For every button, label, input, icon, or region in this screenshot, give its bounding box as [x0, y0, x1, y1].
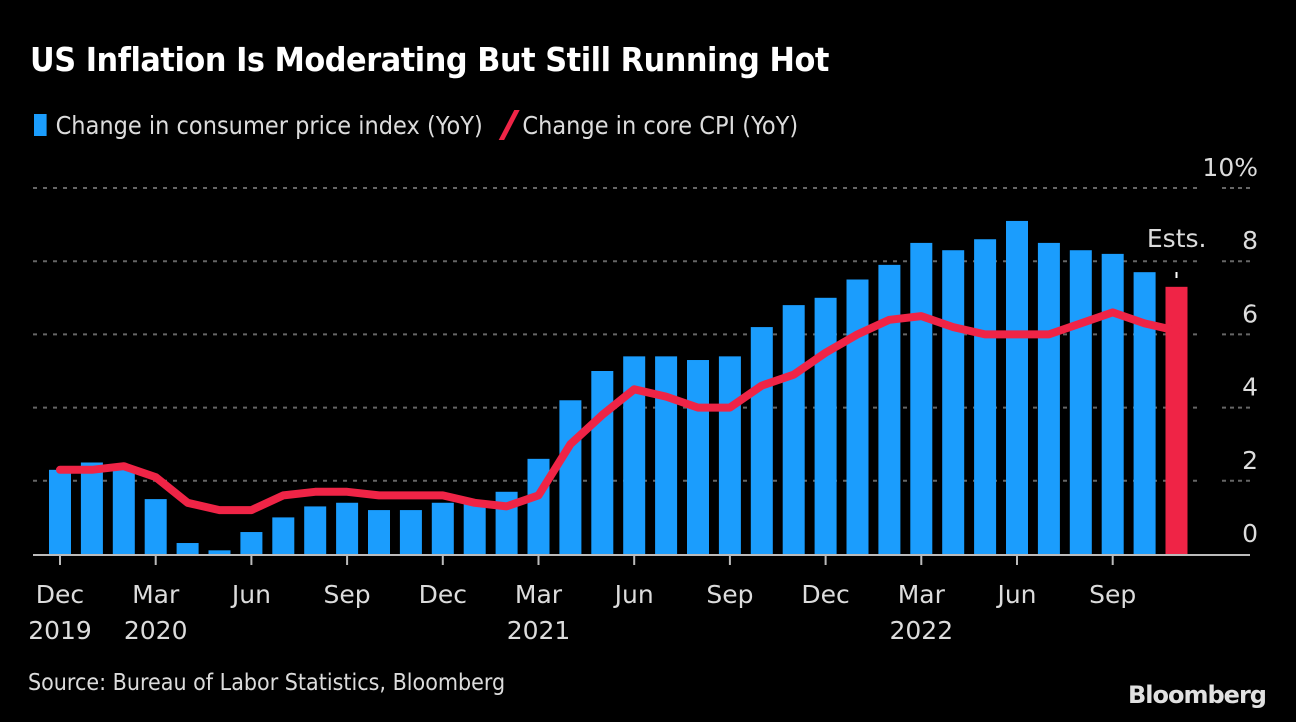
source-note: Source: Bureau of Labor Statistics, Bloo…: [28, 670, 506, 696]
estimates-annotation: Ests.: [1147, 224, 1207, 253]
y-axis-labels: 0 2 4 6 8 10%: [1202, 153, 1258, 548]
cpi-bar: [144, 499, 167, 554]
x-tick-month: Jun: [613, 580, 654, 609]
x-tick-month: Jun: [230, 580, 271, 609]
x-tick-month: Dec: [801, 580, 849, 609]
x-tick-year: 2021: [507, 616, 571, 645]
cpi-bar: [878, 264, 901, 554]
cpi-bar: [974, 239, 997, 555]
cpi-bar: [1037, 242, 1060, 554]
y-tick-label: 2: [1242, 446, 1258, 475]
cpi-bar: [368, 510, 390, 554]
y-tick-label: 10%: [1202, 153, 1258, 182]
x-tick-year: 2019: [28, 616, 92, 645]
core-cpi-series-line: [56, 308, 1181, 515]
cpi-bar: [80, 462, 103, 554]
estimate-bar: [1165, 286, 1188, 554]
cpi-bar: [750, 327, 773, 554]
cpi-bar: [304, 506, 327, 554]
x-tick-year: 2022: [889, 616, 953, 645]
cpi-bar: [272, 517, 295, 554]
cpi-bar: [176, 543, 199, 554]
x-tick-month: Sep: [324, 580, 371, 609]
y-tick-label: 8: [1242, 226, 1258, 255]
core-cpi-line: [56, 308, 1181, 515]
y-tick-label: 6: [1242, 299, 1258, 328]
cpi-bars: [49, 220, 1188, 555]
legend: Change in consumer price index (YoY) Cha…: [34, 110, 798, 140]
cpi-bar: [623, 356, 646, 554]
x-tick-month: Sep: [1089, 580, 1136, 609]
x-tick-month: Mar: [515, 580, 563, 609]
cpi-bar: [814, 297, 837, 554]
cpi-bar: [942, 250, 965, 554]
y-tick-label: 0: [1242, 519, 1258, 548]
cpi-bar: [240, 532, 263, 554]
x-tick-year: 2020: [124, 616, 188, 645]
cpi-bar: [559, 400, 582, 554]
cpi-bar: [208, 550, 231, 554]
annotations: Ests.: [1147, 224, 1207, 278]
x-axis: [33, 554, 1250, 565]
x-tick-month: Mar: [898, 580, 946, 609]
x-tick-month: Dec: [36, 580, 84, 609]
cpi-bar: [431, 502, 454, 554]
cpi-bar: [718, 356, 741, 554]
cpi-bar: [846, 279, 869, 554]
x-tick-month: Jun: [995, 580, 1036, 609]
cpi-bar: [463, 502, 486, 554]
legend-cpi-label: Change in consumer price index (YoY): [55, 110, 483, 140]
cpi-bar: [1133, 272, 1156, 554]
cpi-bar: [112, 469, 135, 554]
x-tick-month: Sep: [706, 580, 753, 609]
cpi-bar: [336, 502, 359, 554]
x-tick-month: Mar: [132, 580, 180, 609]
x-axis-labels: Dec 2019 Mar 2020 Jun Sep Dec Mar 2021 Jun Sep Dec M…: [28, 580, 1136, 645]
cpi-bar: [1069, 250, 1092, 554]
y-tick-label: 4: [1242, 373, 1258, 402]
x-tick-month: Dec: [419, 580, 467, 609]
bloomberg-logo: Bloomberg: [1128, 681, 1267, 709]
cpi-bar: [399, 510, 422, 554]
chart-title: US Inflation Is Moderating But Still Run…: [30, 40, 829, 79]
cpi-bar: [687, 360, 709, 554]
cpi-bar: [910, 242, 933, 554]
cpi-bar: [591, 371, 614, 554]
cpi-bar: [1006, 220, 1028, 554]
cpi-bar: [527, 458, 550, 554]
cpi-bar: [655, 356, 678, 554]
cpi-bar: [782, 305, 805, 554]
cpi-bar: [49, 469, 71, 554]
cpi-bar: [1101, 253, 1124, 554]
legend-cpi-swatch: [34, 114, 47, 136]
legend-core-label: Change in core CPI (YoY): [522, 110, 799, 140]
